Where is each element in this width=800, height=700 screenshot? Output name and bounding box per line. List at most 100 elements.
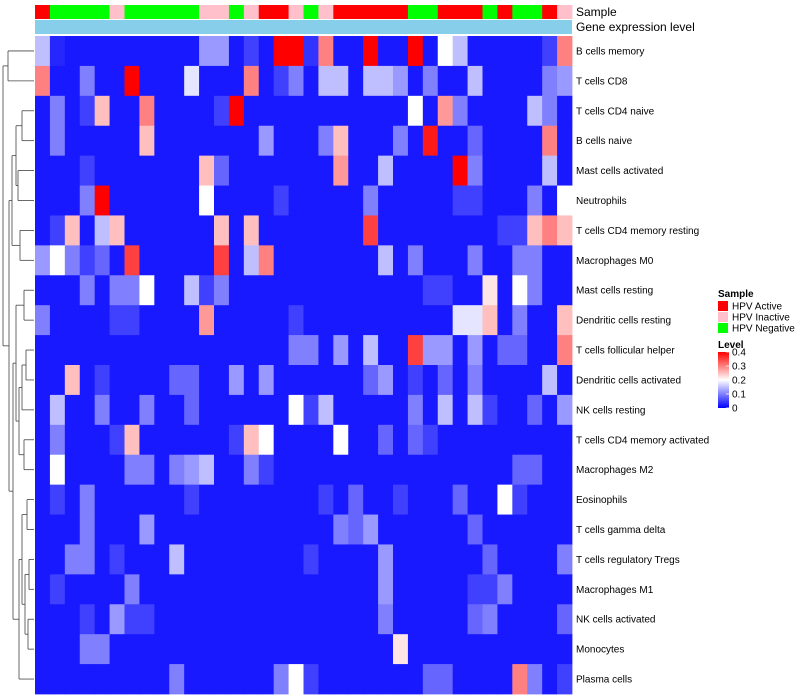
heatmap-cell (482, 664, 498, 695)
sample-annotation-cell (288, 5, 304, 19)
heatmap-cell (169, 65, 185, 97)
heatmap-cell (184, 125, 200, 157)
heatmap-cell (124, 454, 140, 486)
row-label: B cells memory (576, 46, 644, 57)
heatmap-cell (407, 36, 424, 67)
heatmap-cell (437, 185, 454, 216)
legend-swatch (718, 312, 728, 322)
heatmap-cell (378, 664, 394, 695)
heatmap-cell (124, 604, 140, 635)
heatmap-cell (378, 335, 394, 366)
heatmap-cell (35, 424, 51, 456)
heatmap-cell (333, 514, 349, 545)
heatmap-cell (378, 305, 394, 336)
heatmap-cell (109, 215, 125, 246)
heatmap-cell (407, 484, 424, 515)
heatmap-cell (124, 664, 140, 695)
row-label: Dendritic cells activated (576, 375, 681, 386)
heatmap-cell (378, 95, 394, 127)
heatmap-cell (467, 664, 483, 695)
heatmap-cell (497, 424, 513, 456)
heatmap-cell (482, 305, 498, 336)
heatmap-cell (527, 335, 543, 366)
heatmap-cell (214, 335, 230, 366)
heatmap-cell (169, 36, 185, 67)
heatmap-cell (79, 155, 96, 186)
heatmap-cell (512, 245, 528, 276)
heatmap-cell (527, 245, 543, 276)
heatmap-cell (228, 155, 245, 186)
heatmap-cell (333, 125, 349, 157)
heatmap-cell (124, 484, 140, 515)
heatmap-cell (467, 335, 483, 366)
heatmap-cell (124, 574, 140, 605)
heatmap-cell (467, 514, 483, 545)
heatmap-cell (94, 36, 110, 67)
heatmap-cell (184, 215, 200, 246)
heatmap-cell (64, 365, 81, 396)
heatmap-cell (467, 604, 483, 635)
heatmap-cell (318, 95, 334, 127)
heatmap-cell (318, 454, 334, 486)
heatmap-cell (422, 664, 439, 695)
heatmap-cell (497, 155, 513, 186)
heatmap-cell (497, 245, 513, 276)
heatmap-cell (273, 155, 289, 186)
heatmap-cell (333, 394, 349, 426)
heatmap-cell (49, 394, 66, 426)
heatmap-cell (214, 484, 230, 515)
heatmap-cell (333, 185, 349, 216)
heatmap-cell (124, 394, 140, 426)
heatmap-cell (64, 454, 81, 486)
heatmap-cell (333, 544, 349, 575)
heatmap-cell (557, 155, 573, 186)
legend-entry-label: HPV Inactive (732, 313, 790, 324)
heatmap-cell (228, 514, 245, 545)
heatmap-cell (64, 424, 81, 456)
heatmap-cell (154, 574, 170, 605)
row-label: Dendritic cells resting (576, 316, 671, 327)
heatmap-cell (333, 365, 349, 396)
heatmap-cell (422, 125, 439, 157)
sample-track-label: Sample (576, 5, 617, 19)
heatmap-cell (333, 424, 349, 456)
heatmap-cell (348, 215, 364, 246)
sample-annotation-cell (318, 5, 334, 19)
heatmap-cell (303, 514, 319, 545)
heatmap-cell (94, 275, 110, 306)
heatmap-cell (79, 454, 96, 486)
heatmap-cell (79, 275, 96, 306)
heatmap-cell (124, 305, 140, 336)
heatmap-cell (64, 394, 81, 426)
legend-swatch (718, 323, 728, 333)
heatmap-cell (139, 245, 155, 276)
heatmap-cell (318, 65, 334, 97)
heatmap-cell (467, 484, 483, 515)
heatmap-cell (527, 365, 543, 396)
heatmap-cell (169, 215, 185, 246)
heatmap-cell (482, 574, 498, 605)
heatmap-cell (154, 664, 170, 695)
heatmap-cell (303, 365, 319, 396)
heatmap-cell (422, 544, 439, 575)
heatmap-cell (154, 365, 170, 396)
heatmap-cell (333, 664, 349, 695)
heatmap-cell (184, 305, 200, 336)
heatmap-cell (497, 544, 513, 575)
heatmap-cell (64, 574, 81, 605)
heatmap-cell (184, 544, 200, 575)
heatmap-cell (228, 424, 245, 456)
heatmap-cell (318, 424, 334, 456)
heatmap-cell (35, 514, 51, 545)
heatmap-cell (258, 574, 275, 605)
heatmap-cell (318, 36, 334, 67)
heatmap-cell (35, 664, 51, 695)
heatmap-cell (228, 95, 245, 127)
heatmap-cell (557, 394, 573, 426)
heatmap-cell (363, 36, 379, 67)
heatmap-cell (214, 95, 230, 127)
heatmap-cell (109, 155, 125, 186)
heatmap-cell (363, 245, 379, 276)
heatmap-cell (482, 514, 498, 545)
heatmap-cell (139, 95, 155, 127)
